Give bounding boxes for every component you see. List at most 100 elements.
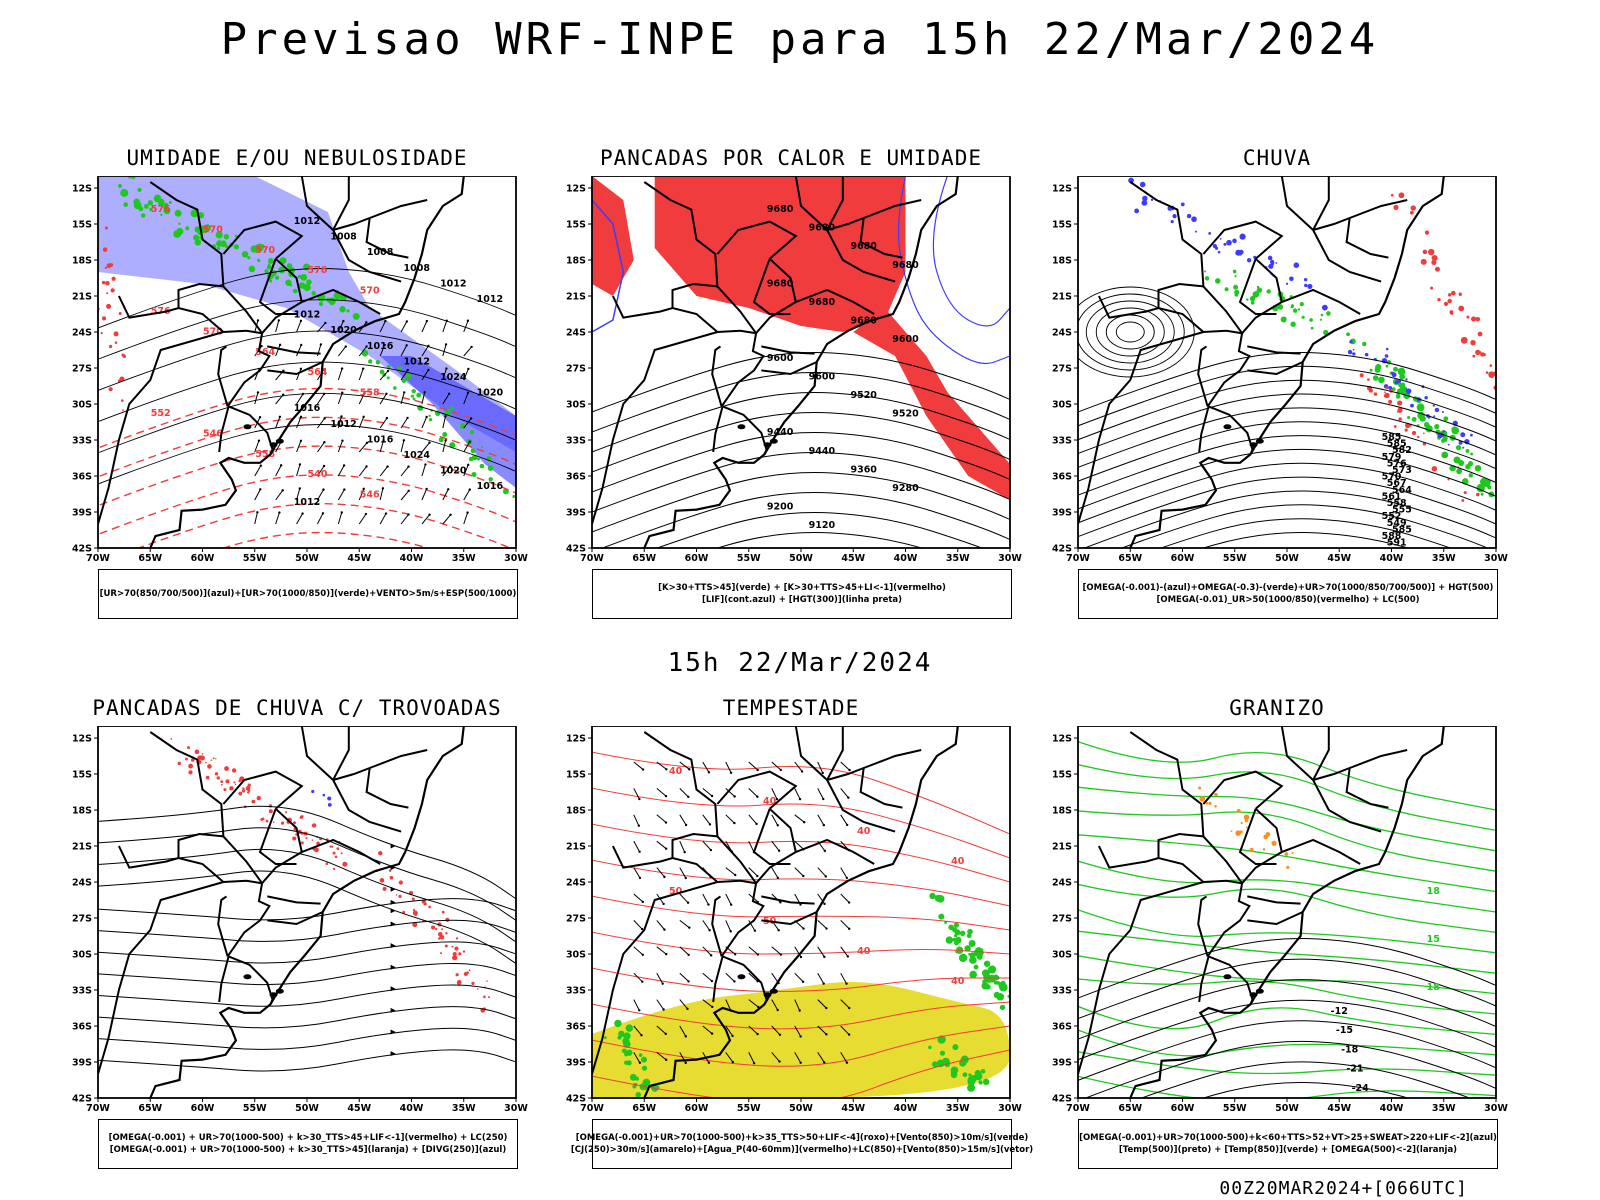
lon-tick-label: 55W — [243, 553, 267, 564]
contour-label: 570 — [1382, 472, 1402, 483]
wind-vector — [463, 418, 472, 429]
rain-area — [1466, 315, 1470, 319]
legend-line: [OMEGA(-0.01)_UR>50(1000/850)(vermelho) … — [1156, 595, 1420, 605]
wind850-area — [928, 1045, 932, 1050]
thunderstorm-area — [398, 880, 403, 885]
rain-area — [1359, 373, 1364, 378]
country-border — [1255, 258, 1361, 315]
wind850-area — [614, 1019, 622, 1028]
contour-label: 9280 — [892, 483, 919, 494]
wind-vector-head — [825, 927, 828, 930]
lif-contour — [592, 199, 625, 333]
wind-vector-head — [299, 439, 303, 443]
lat-tick-label: 39S — [566, 1058, 586, 1069]
lon-tick-label: 45W — [347, 553, 371, 564]
rain-area — [1434, 266, 1440, 272]
rain-area — [1393, 425, 1397, 428]
omega-weak — [1139, 181, 1146, 188]
contour-label: 585 — [1387, 439, 1407, 450]
wind-vector — [656, 920, 665, 930]
wind-vector — [421, 488, 428, 501]
lat-tick-label: 42S — [1052, 1094, 1072, 1105]
humidity-low-level — [256, 258, 260, 262]
humidity-low-level — [298, 282, 306, 289]
hgt500-contour — [1201, 532, 1410, 548]
divergence-area — [311, 789, 315, 794]
wind850-area — [967, 1076, 976, 1085]
country-border — [261, 851, 303, 884]
wind-vector — [296, 368, 302, 381]
thickness-contour — [98, 416, 516, 478]
red-patch — [119, 376, 125, 382]
wind850-area — [982, 1078, 990, 1086]
lon-tick-label: 45W — [1327, 553, 1351, 564]
lon-tick-label: 45W — [841, 553, 865, 564]
temp850-contour — [1078, 1005, 1496, 1036]
wind-vector — [679, 867, 687, 879]
wind-vector — [379, 513, 387, 525]
thunderstorm-area — [462, 950, 466, 953]
wind-vector-head — [323, 441, 326, 444]
country-border — [365, 217, 409, 259]
humidity-low-level — [311, 291, 316, 296]
thunderstorm-area — [268, 809, 273, 814]
wind-vector — [379, 440, 385, 453]
country-border — [592, 881, 718, 1075]
legend-line: [OMEGA(-0.001)-(azul)+OMEGA(-0.3)-(verde… — [1082, 583, 1494, 593]
legend-line: [OMEGA(-0.001) + UR>70(1000-500) + k>30_… — [109, 1145, 507, 1155]
country-border — [1255, 808, 1361, 865]
country-border — [218, 406, 230, 453]
wind850-area — [998, 981, 1007, 990]
country-border — [267, 361, 324, 376]
thunderstorm-area — [439, 952, 442, 955]
lon-tick-label: 70W — [580, 553, 604, 564]
wind-vector — [794, 788, 801, 800]
wind-vector — [840, 788, 849, 798]
temp500-contour — [1078, 979, 1496, 1040]
thunderstorm-area — [398, 894, 402, 898]
rain-area — [1431, 255, 1438, 262]
thunderstorm-area — [379, 878, 385, 883]
thunderstorm-area — [402, 910, 406, 914]
lat-tick-label: 30S — [72, 950, 92, 961]
hgt500-contour — [1078, 379, 1496, 441]
country-border — [1078, 331, 1204, 525]
lat-tick-label: 30S — [566, 400, 586, 411]
omega-weak — [1286, 282, 1289, 285]
temp850-contour — [1078, 786, 1496, 852]
wind-vector-head — [683, 850, 686, 854]
omega-weak — [1460, 432, 1466, 438]
omega-weak — [1232, 238, 1237, 244]
wind-vector — [794, 761, 803, 772]
omega-strong — [1252, 291, 1260, 298]
humidity-low-level — [137, 187, 142, 193]
wind-vector — [379, 488, 384, 501]
omega-weak — [1180, 202, 1185, 207]
hgt300-contour — [592, 352, 1010, 413]
thunderstorm-area — [223, 788, 227, 792]
wind-vector — [633, 761, 644, 770]
hgt300-contour — [655, 512, 984, 548]
lif-contour — [932, 176, 1010, 327]
wind850-area — [968, 952, 971, 956]
lat-tick-label: 36S — [72, 1022, 92, 1033]
humidity-low-level — [143, 203, 149, 209]
country-border — [217, 345, 229, 407]
humidity-low-level — [393, 386, 397, 390]
wind-vector-head — [756, 953, 760, 956]
red-patch — [122, 354, 126, 358]
lon-tick-label: 55W — [1223, 553, 1247, 564]
omega-strong — [1291, 304, 1294, 307]
wind-vector-head — [823, 955, 826, 959]
contour-label: 1012 — [294, 497, 320, 508]
rain-area — [1420, 258, 1427, 265]
contour-label: 576 — [1387, 458, 1407, 469]
wind-vector — [296, 488, 301, 501]
wind-vector-head — [779, 768, 782, 772]
thunderstorm-area — [305, 837, 308, 840]
omega-strong — [1372, 375, 1379, 381]
omega-strong — [1455, 445, 1462, 451]
wind-vector-head — [298, 463, 302, 466]
thunderstorm-area — [423, 902, 427, 906]
country-border — [267, 345, 321, 355]
